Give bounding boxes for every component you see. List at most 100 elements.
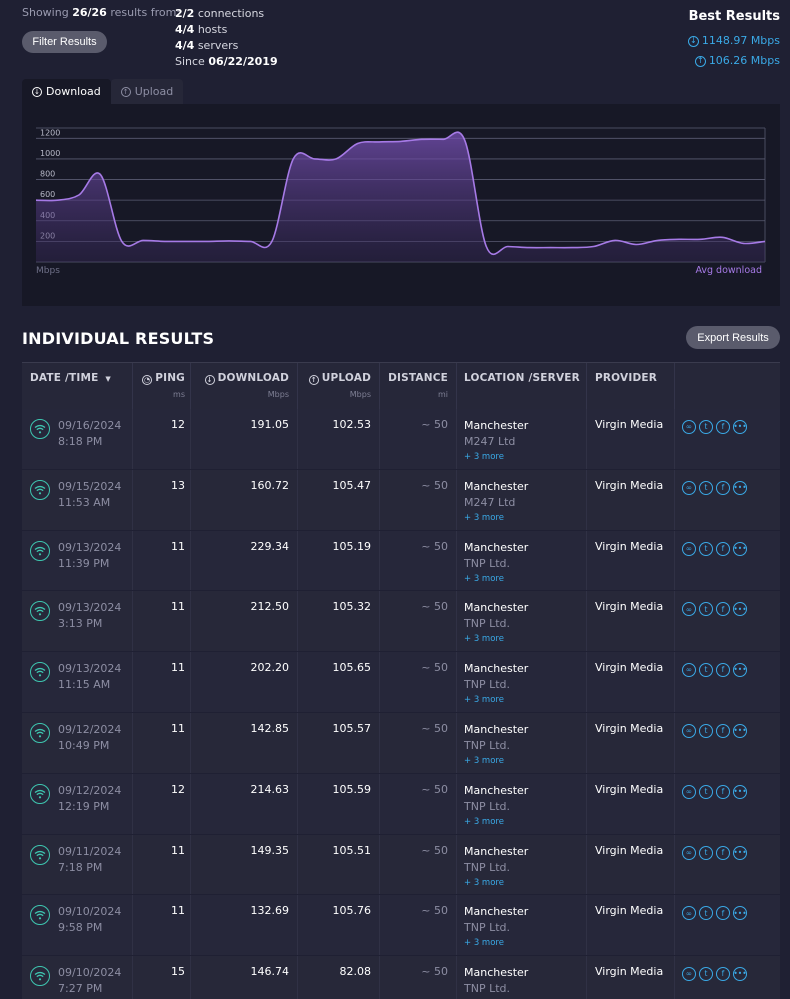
more-icon[interactable]: ••• xyxy=(733,845,747,860)
col-location[interactable]: LOCATION /SERVER xyxy=(457,363,587,410)
result-row[interactable]: 09/13/2024 3:13 PM 11 212.50 105.32 ~ 50… xyxy=(22,591,780,653)
more-servers-link[interactable]: + 3 more xyxy=(464,816,504,827)
col-distance[interactable]: DISTANCE mi xyxy=(380,363,457,410)
result-distance: ~ 50 xyxy=(421,843,448,857)
result-row[interactable]: 09/10/2024 7:27 PM 15 146.74 82.08 ~ 50 … xyxy=(22,956,780,999)
twitter-icon[interactable]: t xyxy=(699,420,713,434)
more-servers-link[interactable]: + 3 more xyxy=(464,695,504,706)
facebook-icon[interactable]: f xyxy=(716,906,730,921)
col-provider[interactable]: PROVIDER xyxy=(587,363,675,410)
link-icon[interactable]: ∞ xyxy=(682,784,696,799)
export-results-button[interactable]: Export Results xyxy=(686,326,780,349)
individual-results-heading: INDIVIDUAL RESULTS xyxy=(22,329,215,348)
more-servers-link[interactable]: + 3 more xyxy=(464,452,504,462)
cell-datetime: 09/12/2024 10:49 PM xyxy=(22,712,133,773)
result-download: 212.50 xyxy=(250,600,290,614)
result-location: Manchester TNP Ltd. + 3 more xyxy=(464,540,528,586)
cell-actions: ∞ t f ••• xyxy=(675,895,780,955)
twitter-icon[interactable]: t xyxy=(699,541,713,556)
col-upload[interactable]: ↑ UPLOAD Mbps xyxy=(298,363,380,410)
col-date[interactable]: DATE /TIME ▼ xyxy=(22,363,133,410)
col-download[interactable]: ↓ DOWNLOAD Mbps xyxy=(191,363,298,410)
cell-provider: Virgin Media xyxy=(587,409,675,469)
result-row[interactable]: 09/13/2024 11:15 AM 11 202.20 105.65 ~ 5… xyxy=(22,652,780,713)
link-icon[interactable]: ∞ xyxy=(682,845,696,860)
link-icon[interactable]: ∞ xyxy=(682,420,696,434)
more-icon[interactable]: ••• xyxy=(733,784,747,799)
cell-location: Manchester TNP Ltd. + 3 more xyxy=(457,773,587,834)
facebook-icon[interactable]: f xyxy=(716,480,730,495)
result-row[interactable]: 09/11/2024 7:18 PM 11 149.35 105.51 ~ 50… xyxy=(22,834,780,896)
facebook-icon[interactable]: f xyxy=(716,602,730,617)
twitter-icon[interactable]: t xyxy=(699,723,713,738)
best-upload: ↑ 106.26 Mbps xyxy=(580,51,780,71)
cell-provider: Virgin Media xyxy=(587,652,675,712)
result-row[interactable]: 09/15/2024 11:53 AM 13 160.72 105.47 ~ 5… xyxy=(22,469,780,531)
y-tick-label: 800 xyxy=(40,170,55,179)
more-icon[interactable]: ••• xyxy=(733,663,747,678)
more-icon[interactable]: ••• xyxy=(733,420,747,434)
more-servers-link[interactable]: + 3 more xyxy=(464,634,504,645)
result-row[interactable]: 09/16/2024 8:18 PM 12 191.05 102.53 ~ 50… xyxy=(22,409,780,470)
stat-label: servers xyxy=(197,39,239,52)
link-icon[interactable]: ∞ xyxy=(682,906,696,921)
twitter-icon[interactable]: t xyxy=(699,967,713,982)
result-row[interactable]: 09/12/2024 10:49 PM 11 142.85 105.57 ~ 5… xyxy=(22,712,780,774)
wifi-icon xyxy=(30,966,50,987)
facebook-icon[interactable]: f xyxy=(716,967,730,982)
more-icon[interactable]: ••• xyxy=(733,602,747,617)
more-icon[interactable]: ••• xyxy=(733,967,747,982)
result-distance: ~ 50 xyxy=(421,782,448,796)
more-icon[interactable]: ••• xyxy=(733,723,747,738)
facebook-icon[interactable]: f xyxy=(716,723,730,738)
facebook-icon[interactable]: f xyxy=(716,784,730,799)
share-actions: ∞ t f ••• xyxy=(682,480,747,495)
more-icon[interactable]: ••• xyxy=(733,541,747,556)
more-icon[interactable]: ••• xyxy=(733,480,747,495)
col-date-label: DATE /TIME ▼ xyxy=(30,372,111,384)
result-row[interactable]: 09/10/2024 9:58 PM 11 132.69 105.76 ~ 50… xyxy=(22,895,780,957)
result-row[interactable]: 09/13/2024 11:39 PM 11 229.34 105.19 ~ 5… xyxy=(22,530,780,592)
facebook-icon[interactable]: f xyxy=(716,420,730,434)
link-icon[interactable]: ∞ xyxy=(682,541,696,556)
cell-ping: 11 xyxy=(133,895,191,956)
result-distance: ~ 50 xyxy=(421,661,448,675)
link-icon[interactable]: ∞ xyxy=(682,723,696,738)
link-icon[interactable]: ∞ xyxy=(682,602,696,617)
more-servers-link[interactable]: + 3 more xyxy=(464,755,504,766)
result-time: 11:15 AM xyxy=(58,678,111,692)
facebook-icon[interactable]: f xyxy=(716,541,730,556)
more-servers-link[interactable]: + 3 more xyxy=(464,938,504,949)
stat-value: 2/2 xyxy=(175,7,195,20)
tab-upload[interactable]: ↑ Upload xyxy=(110,79,184,104)
col-actions xyxy=(675,363,780,410)
col-ping[interactable]: ◔ PING ms xyxy=(133,363,191,410)
filter-results-button[interactable]: Filter Results xyxy=(22,31,107,53)
facebook-icon[interactable]: f xyxy=(716,845,730,860)
cell-location: Manchester TNP Ltd. + 3 more xyxy=(457,530,587,591)
cell-actions: ∞ t f ••• xyxy=(675,652,780,712)
twitter-icon[interactable]: t xyxy=(699,906,713,921)
cell-ping: 15 xyxy=(133,956,191,999)
facebook-icon[interactable]: f xyxy=(716,663,730,678)
link-icon[interactable]: ∞ xyxy=(682,480,696,495)
twitter-icon[interactable]: t xyxy=(699,480,713,495)
twitter-icon[interactable]: t xyxy=(699,784,713,799)
result-location: Manchester TNP Ltd. + 3 more xyxy=(464,783,528,829)
best-results: Best Results ↓ 1148.97 Mbps ↑ 106.26 Mbp… xyxy=(580,8,780,71)
link-icon[interactable]: ∞ xyxy=(682,967,696,982)
result-location: Manchester TNP Ltd. + 3 more xyxy=(464,661,528,707)
share-actions: ∞ t f ••• xyxy=(682,967,747,982)
result-row[interactable]: 09/12/2024 12:19 PM 12 214.63 105.59 ~ 5… xyxy=(22,773,780,835)
twitter-icon[interactable]: t xyxy=(699,663,713,678)
twitter-icon[interactable]: t xyxy=(699,602,713,617)
link-icon[interactable]: ∞ xyxy=(682,663,696,678)
cell-upload: 105.57 xyxy=(298,712,380,773)
result-upload: 105.19 xyxy=(332,539,372,553)
twitter-icon[interactable]: t xyxy=(699,845,713,860)
more-icon[interactable]: ••• xyxy=(733,906,747,921)
tab-download[interactable]: ↓ Download xyxy=(22,79,111,104)
more-servers-link[interactable]: + 3 more xyxy=(464,573,504,584)
more-servers-link[interactable]: + 3 more xyxy=(464,512,504,523)
more-servers-link[interactable]: + 3 more xyxy=(464,877,504,888)
